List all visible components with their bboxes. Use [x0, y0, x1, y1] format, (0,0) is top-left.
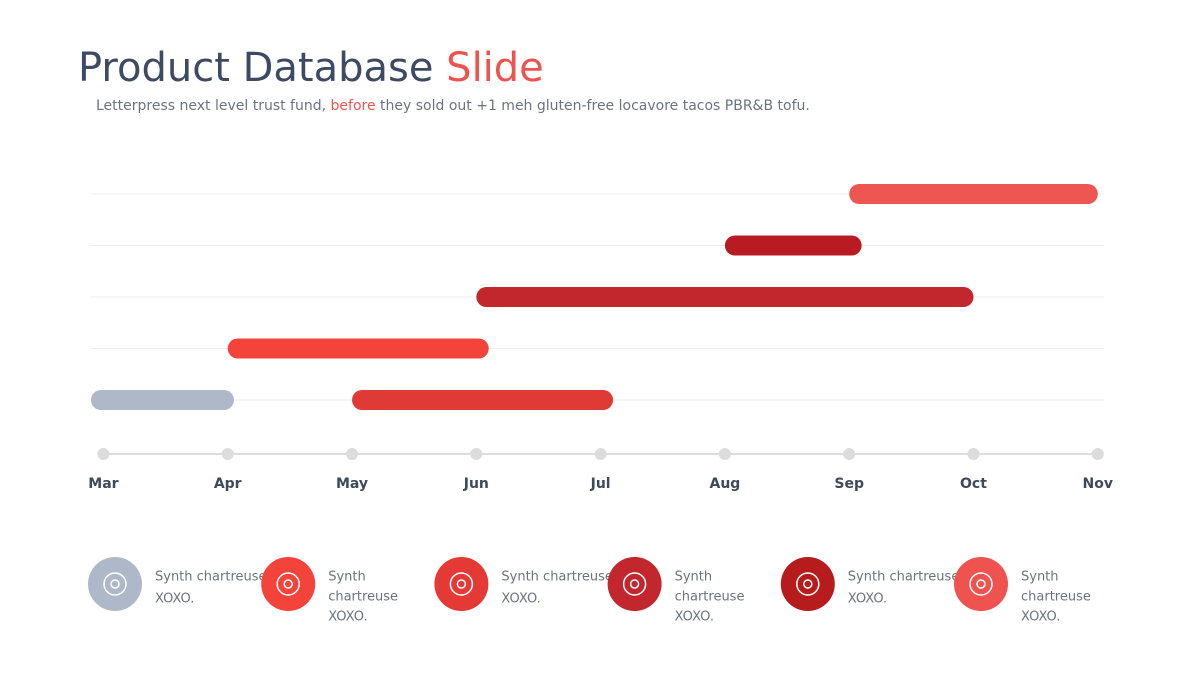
tick-dot: [470, 448, 483, 460]
bar: [724, 235, 862, 256]
x-tick-label: Sep: [834, 476, 864, 492]
tick-dot: [1091, 448, 1104, 460]
feature-icon: [434, 557, 489, 611]
subtitle-accent: before: [331, 98, 376, 114]
feature-text: Synth: [1021, 570, 1059, 585]
feature-text: Synth: [675, 570, 713, 585]
feature: Synth chartreuse XOXO.: [607, 557, 745, 625]
feature: Synth chartreuse XOXO.: [954, 557, 1091, 625]
icon-glyph: [803, 579, 813, 589]
x-tick-label: Apr: [214, 476, 242, 492]
feature: Synth chartreuse XOXO.: [780, 557, 960, 611]
title-accent: Slide: [446, 45, 544, 91]
subtitle: Letterpress next level trust fund, befor…: [96, 98, 810, 114]
tick-dot: [843, 448, 856, 460]
subtitle-part: Letterpress next level trust fund,: [96, 98, 326, 114]
feature-text: XOXO.: [1021, 610, 1060, 625]
icon-glyph: [110, 579, 120, 589]
feature-text: XOXO.: [501, 592, 540, 607]
x-tick-label: Jun: [463, 476, 489, 492]
feature-icon: [780, 557, 835, 611]
bar: [227, 338, 489, 359]
icon-glyph: [283, 579, 293, 589]
icon-glyph: [456, 579, 467, 589]
feature-text: chartreuse: [328, 590, 398, 605]
feature-text: XOXO.: [848, 592, 887, 607]
feature-text: XOXO.: [328, 610, 367, 625]
feature-icon: [954, 557, 1008, 611]
feature-text: XOXO.: [675, 610, 714, 625]
icon-glyph: [622, 572, 647, 596]
x-tick-label: Aug: [709, 476, 740, 492]
feature-text: chartreuse: [675, 590, 745, 605]
feature: Synth chartreuse XOXO.: [434, 557, 613, 611]
x-tick-label: Oct: [960, 476, 987, 492]
feature-icon: [607, 557, 662, 611]
feature-text: Synth: [328, 570, 366, 585]
feature-text: Synth chartreuse: [155, 570, 267, 585]
bar: [849, 184, 1098, 204]
title-main: Product Database: [78, 45, 433, 91]
tick-dot: [346, 448, 359, 460]
tick-dot: [967, 448, 980, 460]
feature-text: Synth chartreuse: [848, 570, 960, 585]
title: Product Database Slide: [78, 45, 544, 91]
tick-dot: [718, 448, 731, 460]
feature: Synth chartreuse XOXO.: [261, 557, 398, 625]
icon-glyph: [796, 572, 820, 596]
icon-glyph: [629, 579, 640, 589]
feature-icon: [88, 557, 142, 611]
subtitle-part: they sold out +1 meh gluten-free locavor…: [380, 98, 810, 114]
icon-glyph: [276, 572, 300, 596]
x-tick-label: Mar: [88, 476, 118, 492]
x-tick-label: May: [336, 476, 368, 492]
feature-text: chartreuse: [1021, 590, 1091, 605]
icon-glyph: [449, 572, 474, 596]
feature-icon: [261, 557, 316, 611]
feature-text: XOXO.: [155, 592, 194, 607]
bar: [352, 390, 614, 410]
icon-glyph: [976, 579, 986, 589]
feature: Synth chartreuse XOXO.: [88, 557, 267, 611]
bar: [91, 390, 234, 410]
icon-glyph: [103, 572, 127, 596]
tick-dot: [594, 448, 607, 460]
bar: [476, 287, 974, 307]
icon-glyph: [969, 572, 993, 596]
x-tick-label: Jul: [590, 476, 611, 492]
tick-dot: [221, 448, 234, 460]
x-tick-label: Nov: [1083, 476, 1113, 492]
feature-text: Synth chartreuse: [501, 570, 613, 585]
tick-dot: [97, 448, 110, 460]
